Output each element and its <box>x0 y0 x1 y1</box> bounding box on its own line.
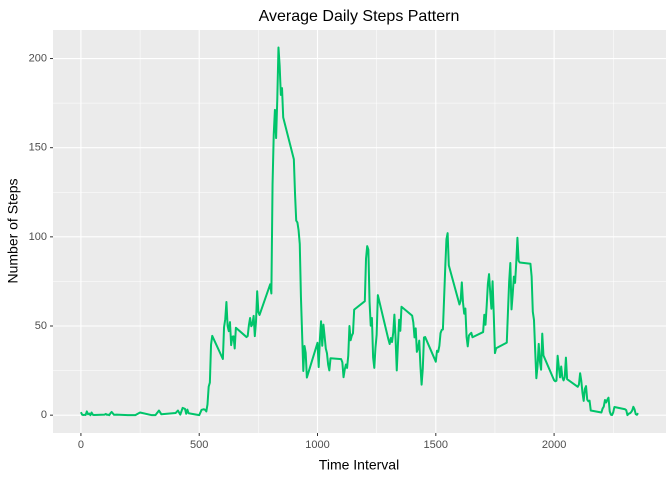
y-tick-label: 0 <box>41 409 47 421</box>
x-tick-label: 500 <box>190 439 208 451</box>
y-tick-label: 150 <box>29 142 47 154</box>
y-tick-label: 200 <box>29 52 47 64</box>
line-series <box>80 46 639 417</box>
x-tick-label: 0 <box>78 439 84 451</box>
x-axis-title: Time Interval <box>319 457 399 473</box>
panel <box>53 30 666 433</box>
x-tick-label: 1000 <box>305 439 329 451</box>
y-tick-label: 100 <box>29 231 47 243</box>
y-tick-label: 50 <box>35 320 47 332</box>
x-tick-label: 2000 <box>542 439 566 451</box>
y-axis-title: Number of Steps <box>5 178 21 283</box>
chart-title: Average Daily Steps Pattern <box>259 8 460 25</box>
x-tick-label: 1500 <box>424 439 448 451</box>
